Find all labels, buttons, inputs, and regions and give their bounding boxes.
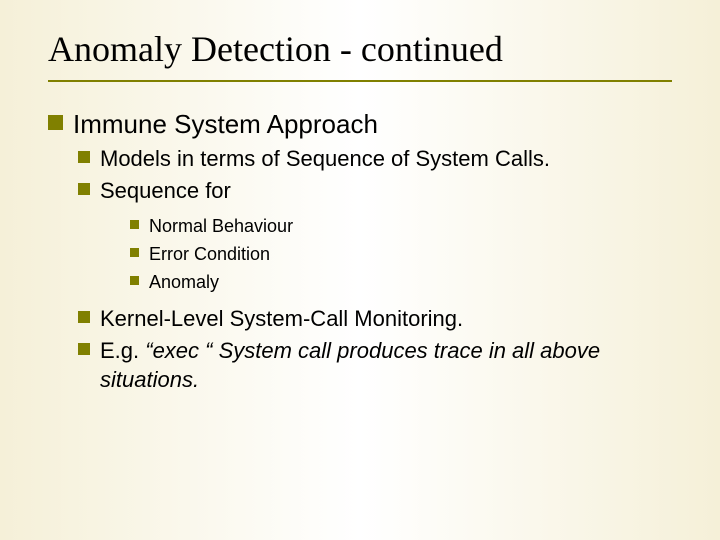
bullet-text: Anomaly	[149, 270, 672, 294]
slide-title: Anomaly Detection - continued	[48, 28, 672, 74]
bullet-lvl2: Models in terms of Sequence of System Ca…	[78, 145, 672, 174]
bullet-text: Models in terms of Sequence of System Ca…	[100, 145, 672, 174]
title-underline	[48, 80, 672, 82]
bullet-text: Error Condition	[149, 242, 672, 266]
text-italic: “exec “ System call produces trace in al…	[100, 338, 600, 392]
bullet-lvl2: Sequence for	[78, 177, 672, 206]
bullet-lvl3: Anomaly	[130, 270, 672, 294]
bullet-lvl1: Immune System Approach	[48, 108, 672, 141]
bullet-square-icon	[130, 248, 139, 257]
text-prefix: E.g.	[100, 338, 145, 363]
bullet-lvl2: E.g. “exec “ System call produces trace …	[78, 337, 672, 394]
lvl2-group-b: Kernel-Level System-Call Monitoring. E.g…	[48, 305, 672, 395]
bullet-lvl2: Kernel-Level System-Call Monitoring.	[78, 305, 672, 334]
bullet-lvl3: Normal Behaviour	[130, 214, 672, 238]
bullet-square-icon	[48, 115, 63, 130]
bullet-square-icon	[130, 220, 139, 229]
lvl2-group-a: Models in terms of Sequence of System Ca…	[48, 145, 672, 206]
bullet-text: Normal Behaviour	[149, 214, 672, 238]
slide: Anomaly Detection - continued Immune Sys…	[0, 0, 720, 540]
bullet-text: E.g. “exec “ System call produces trace …	[100, 337, 672, 394]
bullet-square-icon	[78, 311, 90, 323]
bullet-text: Sequence for	[100, 177, 672, 206]
bullet-lvl3: Error Condition	[130, 242, 672, 266]
lvl3-group: Normal Behaviour Error Condition Anomaly	[48, 214, 672, 295]
bullet-square-icon	[130, 276, 139, 285]
bullet-square-icon	[78, 183, 90, 195]
bullet-text: Kernel-Level System-Call Monitoring.	[100, 305, 672, 334]
bullet-square-icon	[78, 343, 90, 355]
bullet-text: Immune System Approach	[73, 108, 672, 141]
bullet-square-icon	[78, 151, 90, 163]
